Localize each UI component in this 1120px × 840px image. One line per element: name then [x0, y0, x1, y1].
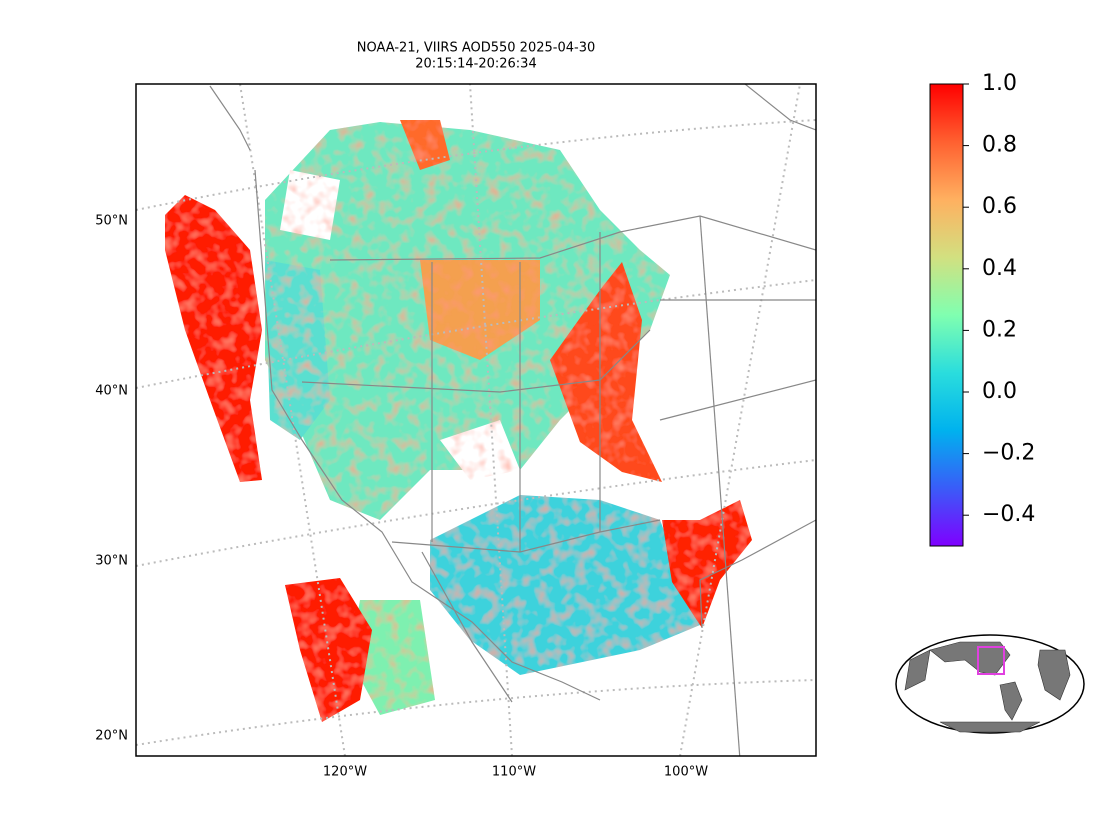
- title: NOAA-21, VIIRS AOD550 2025-04-30: [357, 41, 595, 56]
- colorbar-tick-label: 0.8: [982, 133, 1017, 158]
- map: [136, 84, 816, 756]
- colorbar-tick-label: 0.0: [982, 379, 1017, 404]
- inset-globe: [895, 634, 1085, 734]
- colorbar-bar: [929, 83, 964, 547]
- graticule: [136, 84, 816, 756]
- colorbar-tick-label: 0.2: [982, 317, 1017, 342]
- colorbar-tick-label: 1.0: [982, 71, 1017, 96]
- lat-label: 40°N: [95, 384, 128, 399]
- colorbar-tick-label: 0.4: [982, 256, 1017, 281]
- boundaries: [209, 84, 816, 756]
- colorbar-tick-label: −0.4: [982, 502, 1035, 527]
- colorbar-tick-label: −0.2: [982, 441, 1035, 466]
- lon-label: 110°W: [492, 765, 536, 780]
- lon-label: 100°W: [664, 765, 708, 780]
- lat-label: 50°N: [95, 214, 128, 229]
- aod-field: [165, 120, 752, 722]
- lon-label: 120°W: [323, 765, 367, 780]
- lat-label: 20°N: [95, 729, 128, 744]
- lat-label: 30°N: [95, 554, 128, 569]
- colorbar-tick-label: 0.6: [982, 194, 1017, 219]
- colorbar: 1.0 0.8 0.6 0.4 0.2 0.0 −0.2 −0.4: [929, 71, 1035, 547]
- map-frame: [135, 83, 817, 757]
- subtitle: 20:15:14-20:26:34: [415, 57, 536, 72]
